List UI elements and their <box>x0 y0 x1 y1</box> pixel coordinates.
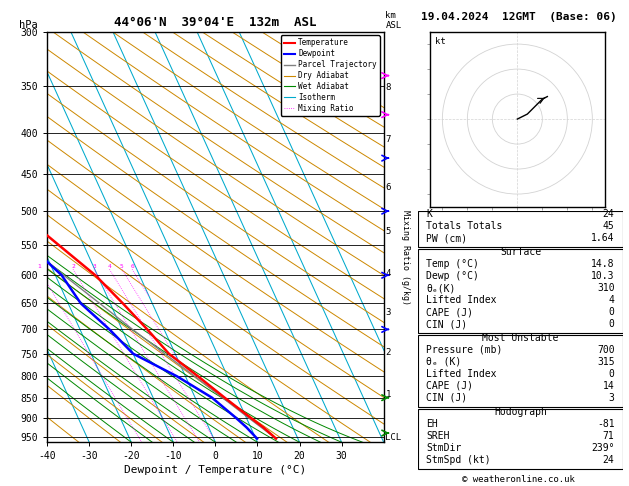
Text: 3: 3 <box>92 264 96 269</box>
Text: 0: 0 <box>609 307 615 317</box>
Text: 4: 4 <box>386 269 391 278</box>
Text: EH: EH <box>426 418 438 429</box>
Text: CAPE (J): CAPE (J) <box>426 381 474 391</box>
Text: CIN (J): CIN (J) <box>426 393 467 403</box>
Text: Lifted Index: Lifted Index <box>426 295 497 305</box>
Text: 2: 2 <box>71 264 75 269</box>
Text: Temp (°C): Temp (°C) <box>426 259 479 269</box>
Text: 1: 1 <box>386 390 391 399</box>
Text: 45: 45 <box>603 222 615 231</box>
Text: kt: kt <box>435 37 446 46</box>
Bar <box>418 335 623 407</box>
Text: CAPE (J): CAPE (J) <box>426 307 474 317</box>
Title: 44°06'N  39°04'E  132m  ASL: 44°06'N 39°04'E 132m ASL <box>114 16 316 29</box>
Text: 700: 700 <box>597 345 615 355</box>
Text: 0: 0 <box>609 319 615 329</box>
Text: 19.04.2024  12GMT  (Base: 06): 19.04.2024 12GMT (Base: 06) <box>421 12 617 22</box>
Text: Mixing Ratio (g/kg): Mixing Ratio (g/kg) <box>401 210 410 305</box>
Text: Lifted Index: Lifted Index <box>426 369 497 379</box>
Text: 3: 3 <box>386 309 391 317</box>
Text: K: K <box>426 209 432 219</box>
Text: 4: 4 <box>609 295 615 305</box>
Text: StmSpd (kt): StmSpd (kt) <box>426 454 491 465</box>
Text: 8: 8 <box>386 83 391 92</box>
Text: Hodograph: Hodograph <box>494 407 547 417</box>
Text: Pressure (mb): Pressure (mb) <box>426 345 503 355</box>
Text: θₑ(K): θₑ(K) <box>426 283 456 293</box>
Text: 24: 24 <box>603 454 615 465</box>
Text: StmDir: StmDir <box>426 443 462 452</box>
Text: © weatheronline.co.uk: © weatheronline.co.uk <box>462 474 576 484</box>
Text: Most Unstable: Most Unstable <box>482 333 559 343</box>
Text: hPa: hPa <box>19 19 37 30</box>
Text: 24: 24 <box>603 209 615 219</box>
Text: Dewp (°C): Dewp (°C) <box>426 271 479 281</box>
Bar <box>418 249 623 333</box>
Text: 310: 310 <box>597 283 615 293</box>
Text: 5: 5 <box>120 264 124 269</box>
Text: PW (cm): PW (cm) <box>426 233 467 243</box>
Text: 14: 14 <box>603 381 615 391</box>
Text: 239°: 239° <box>591 443 615 452</box>
Text: -81: -81 <box>597 418 615 429</box>
Text: 2: 2 <box>386 348 391 357</box>
Text: 14.8: 14.8 <box>591 259 615 269</box>
Text: θₑ (K): θₑ (K) <box>426 357 462 367</box>
Text: km
ASL: km ASL <box>386 11 401 30</box>
Text: 0: 0 <box>609 369 615 379</box>
Text: 7: 7 <box>386 135 391 144</box>
Bar <box>418 211 623 247</box>
Text: 3: 3 <box>609 393 615 403</box>
Text: 315: 315 <box>597 357 615 367</box>
Text: 6: 6 <box>386 183 391 191</box>
Bar <box>418 409 623 469</box>
Text: Surface: Surface <box>500 247 541 257</box>
Text: 71: 71 <box>603 431 615 441</box>
X-axis label: Dewpoint / Temperature (°C): Dewpoint / Temperature (°C) <box>125 466 306 475</box>
Text: 5: 5 <box>386 227 391 236</box>
Text: 6: 6 <box>130 264 134 269</box>
Text: 4: 4 <box>108 264 111 269</box>
Text: SREH: SREH <box>426 431 450 441</box>
Text: Totals Totals: Totals Totals <box>426 222 503 231</box>
Text: 10.3: 10.3 <box>591 271 615 281</box>
Text: 1.64: 1.64 <box>591 233 615 243</box>
Legend: Temperature, Dewpoint, Parcel Trajectory, Dry Adiabat, Wet Adiabat, Isotherm, Mi: Temperature, Dewpoint, Parcel Trajectory… <box>281 35 380 116</box>
Text: LCL: LCL <box>386 433 401 442</box>
Text: 1: 1 <box>37 264 41 269</box>
Text: CIN (J): CIN (J) <box>426 319 467 329</box>
